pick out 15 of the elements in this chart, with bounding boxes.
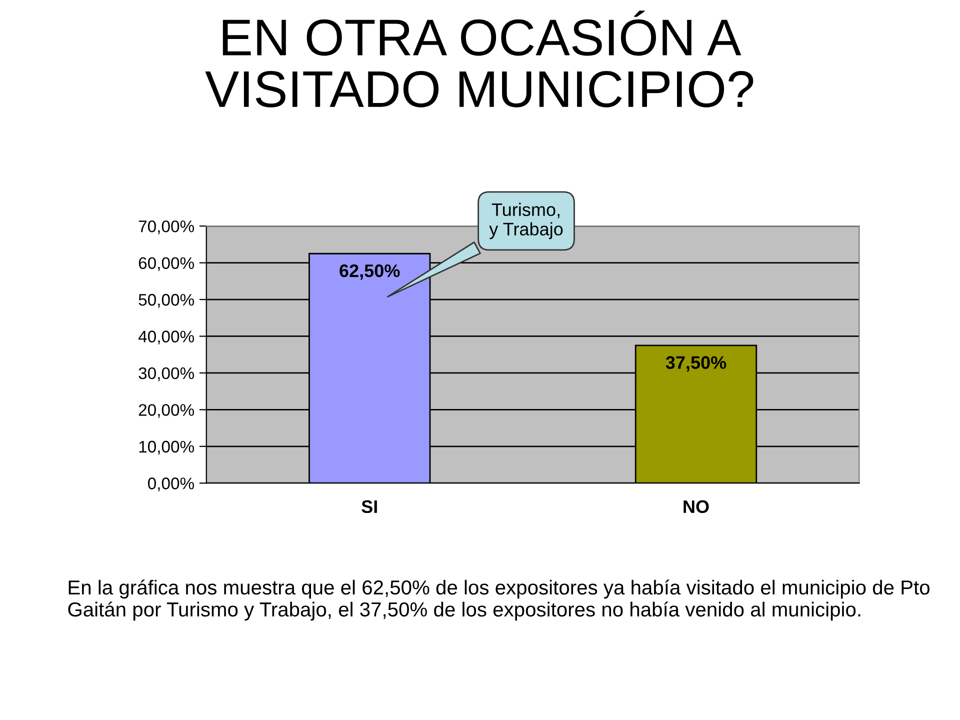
annotation: Turismo, y Trabajo [489,202,563,240]
y-tick-label: 40,00% [138,330,194,344]
y-tick-label: 50,00% [138,294,194,308]
y-tick-label: 30,00% [138,367,194,382]
y-tick-label: 20,00% [138,404,194,418]
y-tick-label: 10,00% [139,440,194,455]
x-tick-label: SI [362,500,377,514]
y-tick-label: 60,00% [138,257,194,271]
data-label: 62,50% [340,264,400,280]
text: En la gráfica nos muestra que el 62,50% de los expositores ya había visitado el municipio de Pto Gaitán por Turismo y Trabajo, el 37,50% de los expositores no había venido al municipio. [68,580,930,621]
y-tick-label: 0,00% [148,478,194,492]
chart-title: EN OTRA OCASIÓN A VISITADO MUNICIPIO? [205,10,754,108]
data-label: 37,50% [666,356,726,372]
x-tick-label: NO [684,500,709,514]
y-tick-label: 70,00% [138,220,194,234]
